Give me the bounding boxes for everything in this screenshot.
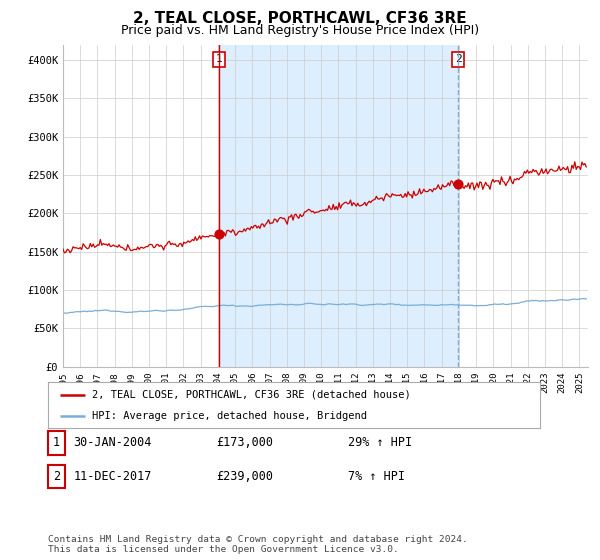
Text: 30-JAN-2004: 30-JAN-2004	[73, 436, 152, 450]
Text: 2: 2	[53, 470, 60, 483]
Text: Price paid vs. HM Land Registry's House Price Index (HPI): Price paid vs. HM Land Registry's House …	[121, 24, 479, 37]
Text: 29% ↑ HPI: 29% ↑ HPI	[348, 436, 412, 450]
Point	[214, 230, 224, 239]
Text: 2: 2	[455, 54, 461, 64]
Bar	[219, 45, 458, 367]
Point	[453, 179, 463, 188]
Text: 11-DEC-2017: 11-DEC-2017	[73, 470, 152, 483]
Text: 2, TEAL CLOSE, PORTHCAWL, CF36 3RE: 2, TEAL CLOSE, PORTHCAWL, CF36 3RE	[133, 11, 467, 26]
Text: 7% ↑ HPI: 7% ↑ HPI	[348, 470, 405, 483]
Text: 1: 1	[53, 436, 60, 450]
Text: £239,000: £239,000	[216, 470, 273, 483]
Text: 1: 1	[216, 54, 223, 64]
Text: HPI: Average price, detached house, Bridgend: HPI: Average price, detached house, Brid…	[92, 411, 367, 421]
Text: £173,000: £173,000	[216, 436, 273, 450]
Text: 2, TEAL CLOSE, PORTHCAWL, CF36 3RE (detached house): 2, TEAL CLOSE, PORTHCAWL, CF36 3RE (deta…	[92, 390, 411, 400]
Text: Contains HM Land Registry data © Crown copyright and database right 2024.
This d: Contains HM Land Registry data © Crown c…	[48, 535, 468, 554]
